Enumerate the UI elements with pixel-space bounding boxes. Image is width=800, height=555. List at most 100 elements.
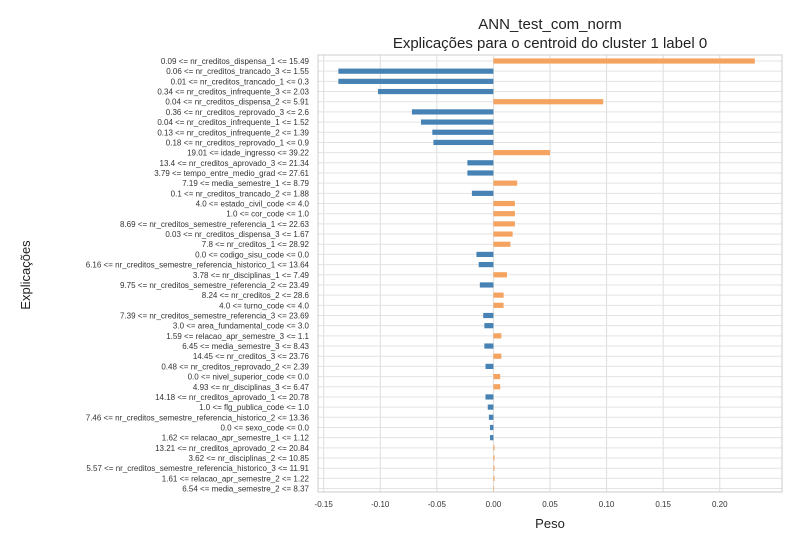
y-tick-label: 1.59 <= relacao_apr_semestre_3 <= 1.1	[166, 332, 309, 341]
bar	[493, 211, 515, 217]
bar	[488, 414, 494, 420]
x-tick-label: 0.10	[599, 500, 615, 509]
bar	[493, 292, 504, 298]
bar	[493, 272, 507, 278]
y-tick-label: 0.18 <= nr_creditos_reprovado_1 <= 0.9	[166, 138, 310, 147]
bar	[485, 363, 494, 369]
bar	[483, 312, 494, 319]
y-tick-label: 14.45 <= nr_creditos_3 <= 23.76	[193, 352, 310, 361]
y-tick-label: 0.04 <= nr_creditos_dispensa_2 <= 5.91	[165, 98, 309, 107]
bar	[487, 404, 494, 410]
y-tick-label: 7.19 <= media_semestre_1 <= 8.79	[182, 179, 309, 188]
bar	[493, 384, 501, 390]
y-tick-labels: 0.09 <= nr_creditos_dispensa_1 <= 15.490…	[86, 57, 310, 494]
y-tick-label: 0.06 <= nr_creditos_trancado_3 <= 1.55	[166, 67, 309, 76]
bar	[493, 150, 550, 156]
x-tick-label: 0.20	[712, 500, 728, 509]
y-tick-label: 7.8 <= nr_creditos_1 <= 28.92	[202, 240, 310, 249]
x-axis-label: Peso	[535, 516, 565, 531]
y-tick-label: 6.45 <= media_semestre_3 <= 8.43	[182, 342, 309, 351]
y-tick-label: 3.0 <= area_fundamental_code <= 3.0	[173, 322, 310, 331]
y-tick-label: 3.78 <= nr_disciplinas_1 <= 7.49	[193, 271, 310, 280]
bar	[490, 435, 494, 441]
bar	[493, 485, 495, 492]
bar	[484, 323, 494, 329]
y-tick-label: 7.39 <= nr_creditos_semestre_referencia_…	[120, 312, 310, 321]
bar	[411, 109, 494, 115]
chart-subtitle: Explicações para o centroid do cluster 1…	[393, 35, 707, 52]
y-tick-label: 1.61 <= relacao_apr_semestre_2 <= 1.22	[162, 474, 310, 483]
y-tick-label: 1.0 <= cor_code <= 1.0	[226, 210, 309, 219]
y-tick-label: 7.46 <= nr_creditos_semestre_referencia_…	[86, 413, 310, 422]
bar	[493, 302, 504, 308]
x-tick-label: 0.15	[655, 500, 671, 509]
y-tick-label: 0.36 <= nr_creditos_reprovado_3 <= 2.6	[166, 108, 310, 117]
y-tick-label: 19.01 <= idade_ingresso <= 39.22	[187, 149, 309, 158]
y-axis-label: Explicações	[18, 240, 33, 310]
bar	[471, 190, 494, 196]
bar	[467, 160, 494, 166]
y-tick-label: 6.54 <= media_semestre_2 <= 8.37	[182, 485, 309, 494]
bar	[467, 170, 494, 176]
bar	[479, 282, 494, 288]
y-tick-label: 9.75 <= nr_creditos_semestre_referencia_…	[120, 281, 310, 290]
bar	[493, 200, 515, 207]
chart-title: ANN_test_com_norm	[478, 16, 621, 33]
bar	[493, 333, 502, 339]
bar	[493, 455, 495, 461]
grid-lines	[318, 55, 782, 492]
x-tick-label: -0.15	[315, 500, 334, 509]
x-tick-labels: -0.15 -0.10 -0.05 0.00 0.05 0.10 0.15 0.20	[315, 500, 729, 509]
bar	[493, 475, 495, 481]
bar	[484, 343, 494, 349]
y-tick-label: 0.34 <= nr_creditos_infrequente_3 <= 2.0…	[157, 88, 309, 97]
bar	[493, 180, 518, 186]
bar	[476, 251, 494, 258]
y-tick-label: 0.09 <= nr_creditos_dispensa_1 <= 15.49	[161, 57, 310, 66]
x-tick-label: 0.00	[486, 500, 502, 509]
y-tick-label: 0.0 <= codigo_sisu_code <= 0.0	[195, 250, 309, 259]
bar	[493, 241, 511, 247]
x-tick-label: 0.05	[542, 500, 558, 509]
y-tick-label: 6.16 <= nr_creditos_semestre_referencia_…	[86, 261, 310, 270]
y-tick-label: 4.93 <= nr_disciplinas_3 <= 6.47	[193, 383, 310, 392]
y-tick-label: 13.21 <= nr_creditos_aprovado_2 <= 20.84	[155, 444, 309, 453]
bar	[493, 445, 495, 451]
y-tick-label: 0.13 <= nr_creditos_infrequente_2 <= 1.3…	[157, 128, 309, 137]
bar	[493, 221, 515, 227]
y-tick-label: 0.03 <= nr_creditos_dispensa_3 <= 1.67	[165, 230, 309, 239]
bar	[490, 424, 494, 431]
y-tick-label: 13.4 <= nr_creditos_aprovado_3 <= 21.34	[160, 159, 310, 168]
bar	[493, 373, 501, 380]
bar	[478, 262, 494, 268]
x-tick-label: -0.05	[428, 500, 447, 509]
y-tick-label: 0.1 <= nr_creditos_trancado_2 <= 1.88	[171, 189, 310, 198]
y-tick-label: 5.57 <= nr_creditos_semestre_referencia_…	[86, 464, 309, 473]
bar	[493, 231, 513, 237]
bar	[493, 353, 502, 359]
y-tick-label: 0.48 <= nr_creditos_reprovado_2 <= 2.39	[161, 362, 309, 371]
y-tick-label: 4.0 <= estado_civil_code <= 4.0	[196, 200, 310, 209]
bar	[493, 99, 604, 105]
y-tick-label: 1.0 <= flg_publica_code <= 1.0	[199, 403, 309, 412]
bar	[377, 88, 494, 95]
y-tick-label: 0.04 <= nr_creditos_infrequente_1 <= 1.5…	[157, 118, 309, 127]
y-tick-label: 0.01 <= nr_creditos_trancado_1 <= 0.3	[171, 77, 310, 86]
bar	[338, 78, 494, 84]
bar	[433, 139, 494, 146]
y-tick-label: 3.79 <= tempo_entre_medio_grad <= 27.61	[154, 169, 309, 178]
bar	[485, 394, 494, 400]
y-tick-label: 0.0 <= nivel_superior_code <= 0.0	[188, 373, 310, 382]
bar	[493, 58, 755, 64]
y-tick-label: 3.62 <= nr_disciplinas_2 <= 10.85	[188, 454, 309, 463]
bars	[338, 58, 755, 492]
y-tick-label: 8.24 <= nr_creditos_2 <= 28.6	[202, 291, 310, 300]
bar	[338, 68, 494, 74]
y-tick-label: 14.18 <= nr_creditos_aprovado_1 <= 20.78	[155, 393, 309, 402]
y-tick-label: 0.0 <= sexo_code <= 0.0	[220, 423, 309, 432]
y-tick-label: 4.0 <= turno_code <= 4.0	[219, 301, 309, 310]
plot-frame	[317, 54, 783, 493]
bar	[420, 119, 494, 125]
